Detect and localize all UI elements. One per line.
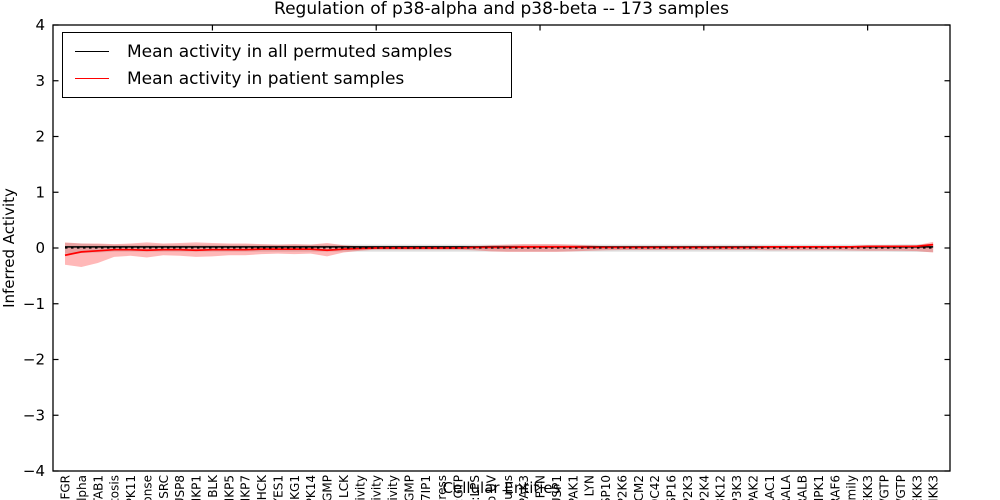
x-category-label: interleukin-1 receptor activity <box>386 475 400 500</box>
legend: Mean activity in all permuted samples Me… <box>62 32 512 98</box>
x-category-label: p38 alpha/TAB1 <box>91 475 105 500</box>
x-category-label: MAPK11 <box>124 475 138 500</box>
x-category-label: MAP2K3 <box>681 475 695 500</box>
x-category-label: RIPK1 <box>812 475 826 500</box>
y-tick-label: −3 <box>23 406 45 424</box>
x-category-label: p38alpha-beta/MKP7 <box>239 475 253 500</box>
x-category-label: p38alpha-beta/MKP1 <box>190 475 204 500</box>
x-category-label: epidermal growth factor receptor activit… <box>353 475 367 500</box>
x-category-label: PAK1 <box>566 475 580 500</box>
x-category-label: FGR <box>59 475 73 500</box>
x-category-label: response to insulin stimulus <box>501 475 515 500</box>
y-tick-label: −4 <box>23 462 45 480</box>
y-tick-label: −2 <box>23 351 45 369</box>
legend-label-patient: Mean activity in patient samples <box>127 68 405 89</box>
y-tick-label: 0 <box>35 239 45 257</box>
legend-item-patient: Mean activity in patient samples <box>75 65 511 92</box>
y-tick-label: 2 <box>35 128 45 146</box>
x-category-label: RAC1-CDC42/GTP/PAK family <box>845 475 859 500</box>
y-tick-label: 4 <box>35 16 45 34</box>
x-category-label: tumor necrosis factor receptor activity <box>370 475 384 500</box>
x-category-label: PRKG1 <box>288 475 302 500</box>
x-category-label: DUSP1 <box>550 475 564 500</box>
legend-label-permuted: Mean activity in all permuted samples <box>127 41 453 62</box>
x-category-label: PAK2 <box>746 475 760 500</box>
x-category-label: YES1 <box>271 475 285 500</box>
x-axis-label: Cellular Entities <box>442 479 561 497</box>
x-category-label: CDC42 <box>648 475 662 500</box>
y-tick-label: 3 <box>35 72 45 90</box>
x-category-label: p38alpha-beta/MKP5 <box>222 475 236 500</box>
chart-title: Regulation of p38-alpha and p38-beta -- … <box>274 0 729 19</box>
y-axis-label: Inferred Activity <box>0 188 18 308</box>
x-category-label: MAP2K4 <box>697 475 711 500</box>
x-category-label: FYN <box>534 475 548 498</box>
x-category-label: RAC1 <box>763 475 777 500</box>
x-category-label: PGK/cGMP <box>321 475 335 500</box>
x-category-label: response to UV <box>484 474 498 500</box>
x-category-label: mol:cGMP <box>402 475 416 500</box>
x-category-label: RAC1-CDC42/GTP <box>878 475 892 500</box>
x-category-label: apoptosis <box>108 475 122 500</box>
y-tick-label: −1 <box>23 295 45 313</box>
x-category-label: SRC <box>157 475 171 499</box>
x-category-label: TRAF6 <box>828 475 842 500</box>
x-category-label: RIP1/MEKK3 <box>910 475 924 500</box>
y-tick-label: 1 <box>35 183 45 201</box>
legend-item-permuted: Mean activity in all permuted samples <box>75 38 511 65</box>
x-category-label: PGK/cGMP/p38 alpha <box>75 475 89 500</box>
x-category-label: BLK <box>206 474 220 498</box>
black-line-sample-icon <box>75 51 109 52</box>
x-category-label: positive regulation of innate immune res… <box>140 475 154 500</box>
x-category-label: RAC1/OSM/MEKK3/MKK3 <box>927 475 941 500</box>
x-category-label: response to stress <box>435 475 449 500</box>
x-category-label: CCM2 <box>632 475 646 500</box>
x-category-label: DUSP8 <box>173 475 187 500</box>
x-category-label: TRAF6/MEKK3 <box>861 475 875 500</box>
x-category-label: RALA <box>779 474 793 500</box>
x-category-label: DUSP16 <box>665 475 679 500</box>
x-category-label: MAPK14 <box>304 475 318 500</box>
x-category-label: MAP3K7IP1 <box>419 475 433 500</box>
x-category-label: MAP2K6 <box>615 475 629 500</box>
x-category-label: RAL/GTP <box>894 475 908 500</box>
x-category-label: LCK <box>337 474 351 498</box>
x-category-label: HCK <box>255 474 269 500</box>
x-category-label: RALB <box>796 475 810 500</box>
x-category-label: DUSP10 <box>599 475 613 500</box>
x-category-label: LYN <box>583 475 597 496</box>
x-category-label: PAK3 <box>517 475 531 500</box>
x-category-label: MAP3K3 <box>730 475 744 500</box>
x-category-label: mol:LPS <box>468 475 482 500</box>
x-category-label: mol:GTP <box>452 475 466 500</box>
x-category-label: MAP3K12 <box>714 475 728 500</box>
red-line-sample-icon <box>75 78 109 79</box>
